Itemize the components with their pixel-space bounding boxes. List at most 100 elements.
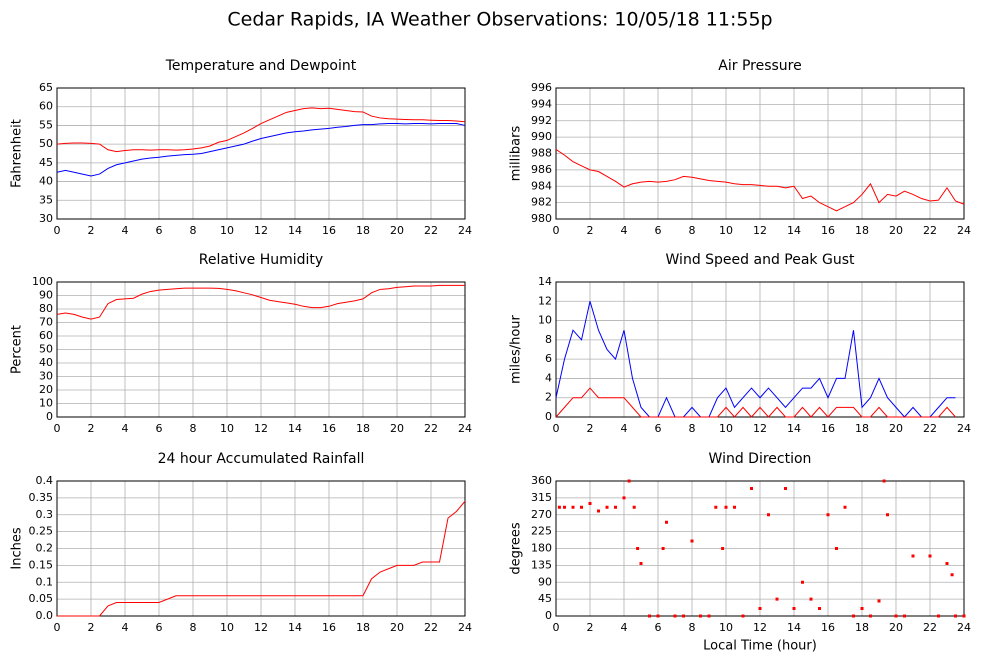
data-point [945, 562, 949, 565]
y-tick-label: 50 [39, 137, 53, 150]
y-tick-label: 90 [39, 289, 53, 302]
y-tick-label: 20 [39, 383, 53, 396]
data-point [886, 513, 889, 517]
y-tick-label: 40 [39, 175, 53, 188]
x-tick-label: 4 [122, 621, 129, 634]
data-point [614, 505, 617, 509]
y-tick-label: 180 [531, 542, 552, 555]
data-point [627, 479, 631, 483]
data-point [877, 599, 881, 603]
x-tick-label: 18 [356, 224, 370, 237]
x-tick-label: 2 [88, 224, 95, 237]
y-tick-label: 60 [39, 100, 53, 113]
data-point [928, 554, 932, 558]
x-tick-label: 14 [787, 621, 801, 634]
data-point [826, 513, 830, 517]
y-tick-label: 40 [39, 356, 53, 369]
y-tick-label: 50 [39, 343, 53, 356]
data-point [636, 547, 640, 550]
y-tick-label: 2 [545, 391, 552, 404]
x-tick-label: 18 [855, 422, 869, 435]
y-tick-label: 6 [545, 352, 552, 365]
x-tick-label: 14 [288, 621, 302, 634]
x-tick-label: 0 [54, 422, 61, 435]
y-tick-label: 0 [46, 410, 53, 423]
y-tick-label: 60 [39, 329, 53, 342]
y-tick-label: 0.3 [36, 508, 54, 521]
data-point [852, 614, 855, 618]
data-point [937, 614, 940, 618]
x-tick-label: 10 [220, 621, 234, 634]
x-tick-label: 22 [424, 422, 438, 435]
x-tick-label: 6 [655, 621, 662, 634]
y-tick-label: 135 [531, 558, 552, 571]
y-tick-label: 10 [39, 397, 53, 410]
y-tick-label: 0 [545, 609, 552, 622]
data-point [557, 505, 561, 509]
x-tick-label: 16 [821, 224, 835, 237]
data-point [741, 614, 745, 618]
data-point [714, 505, 718, 509]
y-tick-label: 45 [39, 156, 53, 169]
x-tick-label: 24 [458, 224, 472, 237]
y-tick-label: 0.2 [36, 542, 54, 555]
x-tick-label: 8 [689, 621, 696, 634]
plot-frame [56, 87, 466, 220]
x-axis-label: Local Time (hour) [703, 639, 817, 654]
x-tick-label: 20 [889, 422, 903, 435]
y-tick-label: 980 [531, 212, 552, 225]
data-point [818, 607, 821, 610]
y-tick-label: 988 [531, 147, 552, 160]
data-line [57, 500, 466, 617]
x-tick-label: 4 [122, 224, 129, 237]
subplot-title: Relative Humidity [199, 252, 323, 268]
x-tick-label: 22 [424, 621, 438, 634]
x-tick-label: 8 [190, 224, 197, 237]
x-tick-label: 6 [156, 621, 163, 634]
x-tick-label: 16 [821, 422, 835, 435]
x-tick-label: 14 [288, 422, 302, 435]
data-point [673, 614, 677, 618]
y-tick-label: 14 [538, 275, 552, 288]
x-tick-label: 2 [587, 224, 594, 237]
x-tick-label: 20 [390, 422, 404, 435]
y-tick-label: 100 [32, 275, 53, 288]
y-tick-label: 30 [39, 212, 53, 225]
y-tick-label: 10 [538, 314, 552, 327]
x-tick-label: 6 [156, 224, 163, 237]
data-line [555, 148, 965, 212]
data-point [699, 614, 702, 618]
x-tick-label: 0 [553, 621, 560, 634]
y-tick-label: 992 [531, 114, 552, 127]
y-tick-label: 984 [531, 179, 552, 192]
y-tick-label: 70 [39, 316, 53, 329]
x-tick-label: 24 [957, 224, 971, 237]
y-tick-label: 360 [531, 474, 552, 487]
data-point [733, 505, 736, 509]
data-point [767, 513, 770, 517]
data-point [721, 547, 725, 550]
data-point [843, 505, 847, 509]
x-tick-label: 8 [689, 422, 696, 435]
data-point [835, 547, 838, 550]
plot-frame [56, 480, 466, 617]
x-tick-label: 10 [719, 224, 733, 237]
x-tick-label: 2 [88, 621, 95, 634]
x-tick-label: 12 [254, 422, 268, 435]
x-tick-label: 22 [923, 422, 937, 435]
data-point [563, 505, 566, 509]
y-tick-label: 0.25 [29, 525, 54, 538]
x-tick-label: 22 [923, 621, 937, 634]
plot-frame [555, 480, 965, 617]
x-tick-label: 18 [855, 224, 869, 237]
x-tick-label: 2 [587, 422, 594, 435]
subplot-title: Wind Speed and Peak Gust [666, 252, 855, 268]
x-tick-label: 22 [923, 224, 937, 237]
x-tick-label: 0 [54, 621, 61, 634]
x-tick-label: 20 [390, 621, 404, 634]
data-line [555, 301, 956, 418]
y-tick-label: 0.05 [29, 592, 54, 605]
data-point [648, 614, 651, 618]
data-point [903, 614, 906, 618]
x-tick-label: 22 [424, 224, 438, 237]
